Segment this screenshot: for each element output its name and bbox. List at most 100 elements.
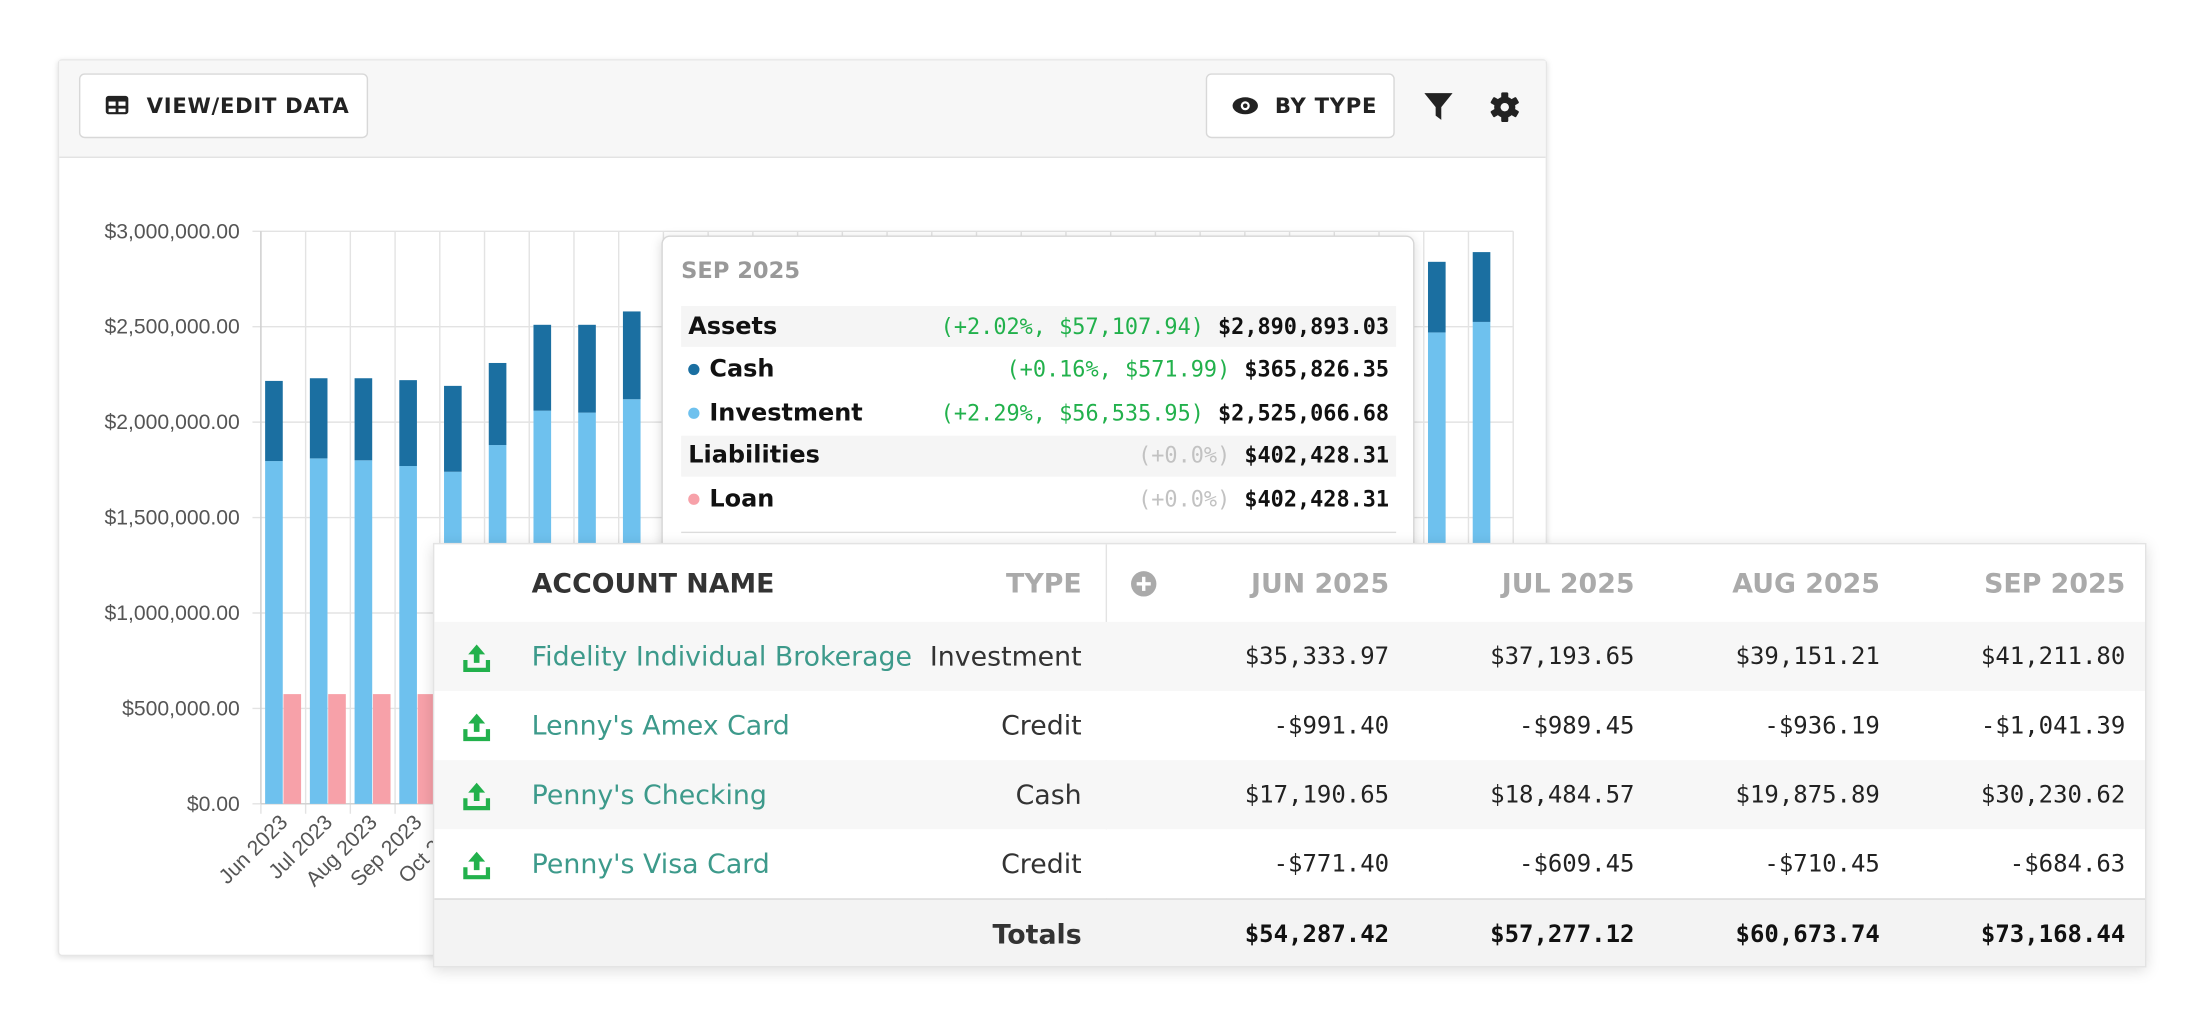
account-name[interactable]: Fidelity Individual Brokerage [531,640,913,672]
tooltip-label: Cash [709,355,775,384]
filter-icon[interactable] [1423,92,1454,123]
account-name[interactable]: Lenny's Amex Card [531,710,790,742]
balance: -$684.63 [2009,849,2126,878]
account-type: Credit [1001,848,1082,880]
add-column-button[interactable] [1130,544,1158,622]
bar-segment [354,378,373,461]
tooltip: SEP 2025 Assets (+2.02%, $57,107.94) $2,89… [661,235,1415,560]
bar [372,694,391,804]
bar-segment [488,362,507,446]
balance: -$989.45 [1519,711,1635,740]
table-row: Penny's Visa Card Credit -$771.40 -$609.45 -… [434,829,2146,899]
balance: $39,151.21 [1735,642,1880,671]
tooltip-title: SEP 2025 [681,256,801,284]
total: $54,287.42 [1244,920,1390,950]
settings-icon[interactable] [1489,92,1520,123]
total: $73,168.44 [1980,920,2126,950]
tooltip-item-row: Cash (+0.16%, $571.99) $365,826.35 [681,349,1396,390]
bar-segment [265,461,283,804]
bar-segment [399,466,417,804]
plus-icon [1131,570,1157,596]
balance: $17,190.65 [1244,780,1390,809]
tooltip-change: (+0.16%, $571.99) [1006,356,1231,383]
tooltip-group-row: Liabilities (+0.0%) $402,428.31 [681,435,1397,476]
y-tick-label: $1,000,000.00 [105,602,240,625]
button-label: VIEW/EDIT DATA [146,93,350,119]
view-edit-button[interactable]: VIEW/EDIT DATA [78,73,369,139]
tooltip-label: Assets [688,312,778,341]
bar-segment [1427,261,1446,333]
series-bullet [688,363,700,376]
upload-icon [463,712,491,741]
series-bullet [688,406,700,419]
import-button[interactable] [461,760,492,829]
upload-icon [463,781,491,810]
tooltip-label-wrap: Assets [681,312,777,340]
column-header: AUG 2025 [1732,567,1880,599]
by-type-button[interactable]: BY TYPE [1205,73,1395,139]
tooltip-change: (+2.29%, $56,535.95) [940,399,1204,426]
column-header: TYPE [1006,567,1082,599]
bar [283,694,302,804]
button-label: BY TYPE [1274,93,1378,119]
import-button[interactable] [461,829,492,898]
totals-label: Totals [992,919,1082,951]
bar-segment [622,311,641,400]
bar-segment [533,324,552,411]
column-header: ACCOUNT NAME [531,567,775,599]
table-row: Lenny's Amex Card Credit -$991.40 -$989.45 -… [434,691,2146,761]
balance: -$936.19 [1764,711,1880,740]
y-tick-label: $0.00 [187,793,240,816]
bar-segment [265,380,283,462]
bar-segment [309,378,328,459]
bar-segment [444,385,462,472]
bar-segment [354,460,373,804]
data-table: ACCOUNT NAME TYPE JUN 2025 JUL 2025 AUG 2025… [432,542,2147,968]
account-name[interactable]: Penny's Checking [531,779,767,811]
tooltip-value: $2,890,893.03 [1218,313,1390,340]
import-button[interactable] [461,622,492,691]
tooltip-label-wrap: Cash [681,355,775,384]
tooltip-item-row: Investment (+2.29%, $56,535.95) $2,525,066… [681,392,1396,433]
y-tick-label: $2,000,000.00 [105,411,240,434]
balance: -$771.40 [1273,849,1390,878]
account-type: Cash [1015,779,1082,811]
tooltip-value: $402,428.31 [1244,485,1390,512]
total: $57,277.12 [1490,920,1635,950]
bar [328,694,346,804]
balance: -$991.40 [1273,711,1390,740]
tooltip-group-row: Assets (+2.02%, $57,107.94) $2,890,893.03 [681,306,1397,347]
eye-icon [1232,97,1258,115]
tooltip-item-row: Loan (+0.0%) $402,428.31 [681,478,1396,519]
toolbar: VIEW/EDIT DATA BY TYPE [59,60,1546,158]
balance: $41,211.80 [1980,642,2126,671]
tooltip-label: Liabilities [688,441,820,470]
tooltip-value: $365,826.35 [1244,356,1390,383]
tooltip-label: Loan [709,484,775,513]
tooltip-change: (+0.0%) [1138,485,1231,512]
import-button[interactable] [461,691,492,760]
bar-segment [1472,252,1491,322]
balance: $19,875.89 [1735,780,1880,809]
balance: $35,333.97 [1244,642,1390,671]
account-type: Investment [929,640,1082,672]
balance: -$609.45 [1519,849,1635,878]
tooltip-change: (+2.02%, $57,107.94) [940,313,1204,340]
y-tick-label: $3,000,000.00 [105,220,240,243]
balance: -$710.45 [1764,849,1880,878]
total: $60,673.74 [1735,920,1880,950]
bar-segment [578,324,596,413]
bar-segment [399,380,417,467]
column-header: JUL 2025 [1501,567,1635,599]
account-name[interactable]: Penny's Visa Card [531,848,770,880]
table-row: Penny's Checking Cash $17,190.65 $18,484.57… [434,760,2146,830]
tooltip-value: $2,525,066.68 [1218,399,1390,426]
table-icon [105,95,129,115]
tooltip-divider [681,530,1397,533]
column-header: SEP 2025 [1984,567,2126,599]
table-header: ACCOUNT NAME TYPE JUN 2025 JUL 2025 AUG 2025… [434,544,2145,622]
totals-row: Totals $54,287.42 $57,277.12 $60,673.74 $73,… [434,898,2146,967]
table-row: Fidelity Individual Brokerage Investment $… [434,621,2146,692]
